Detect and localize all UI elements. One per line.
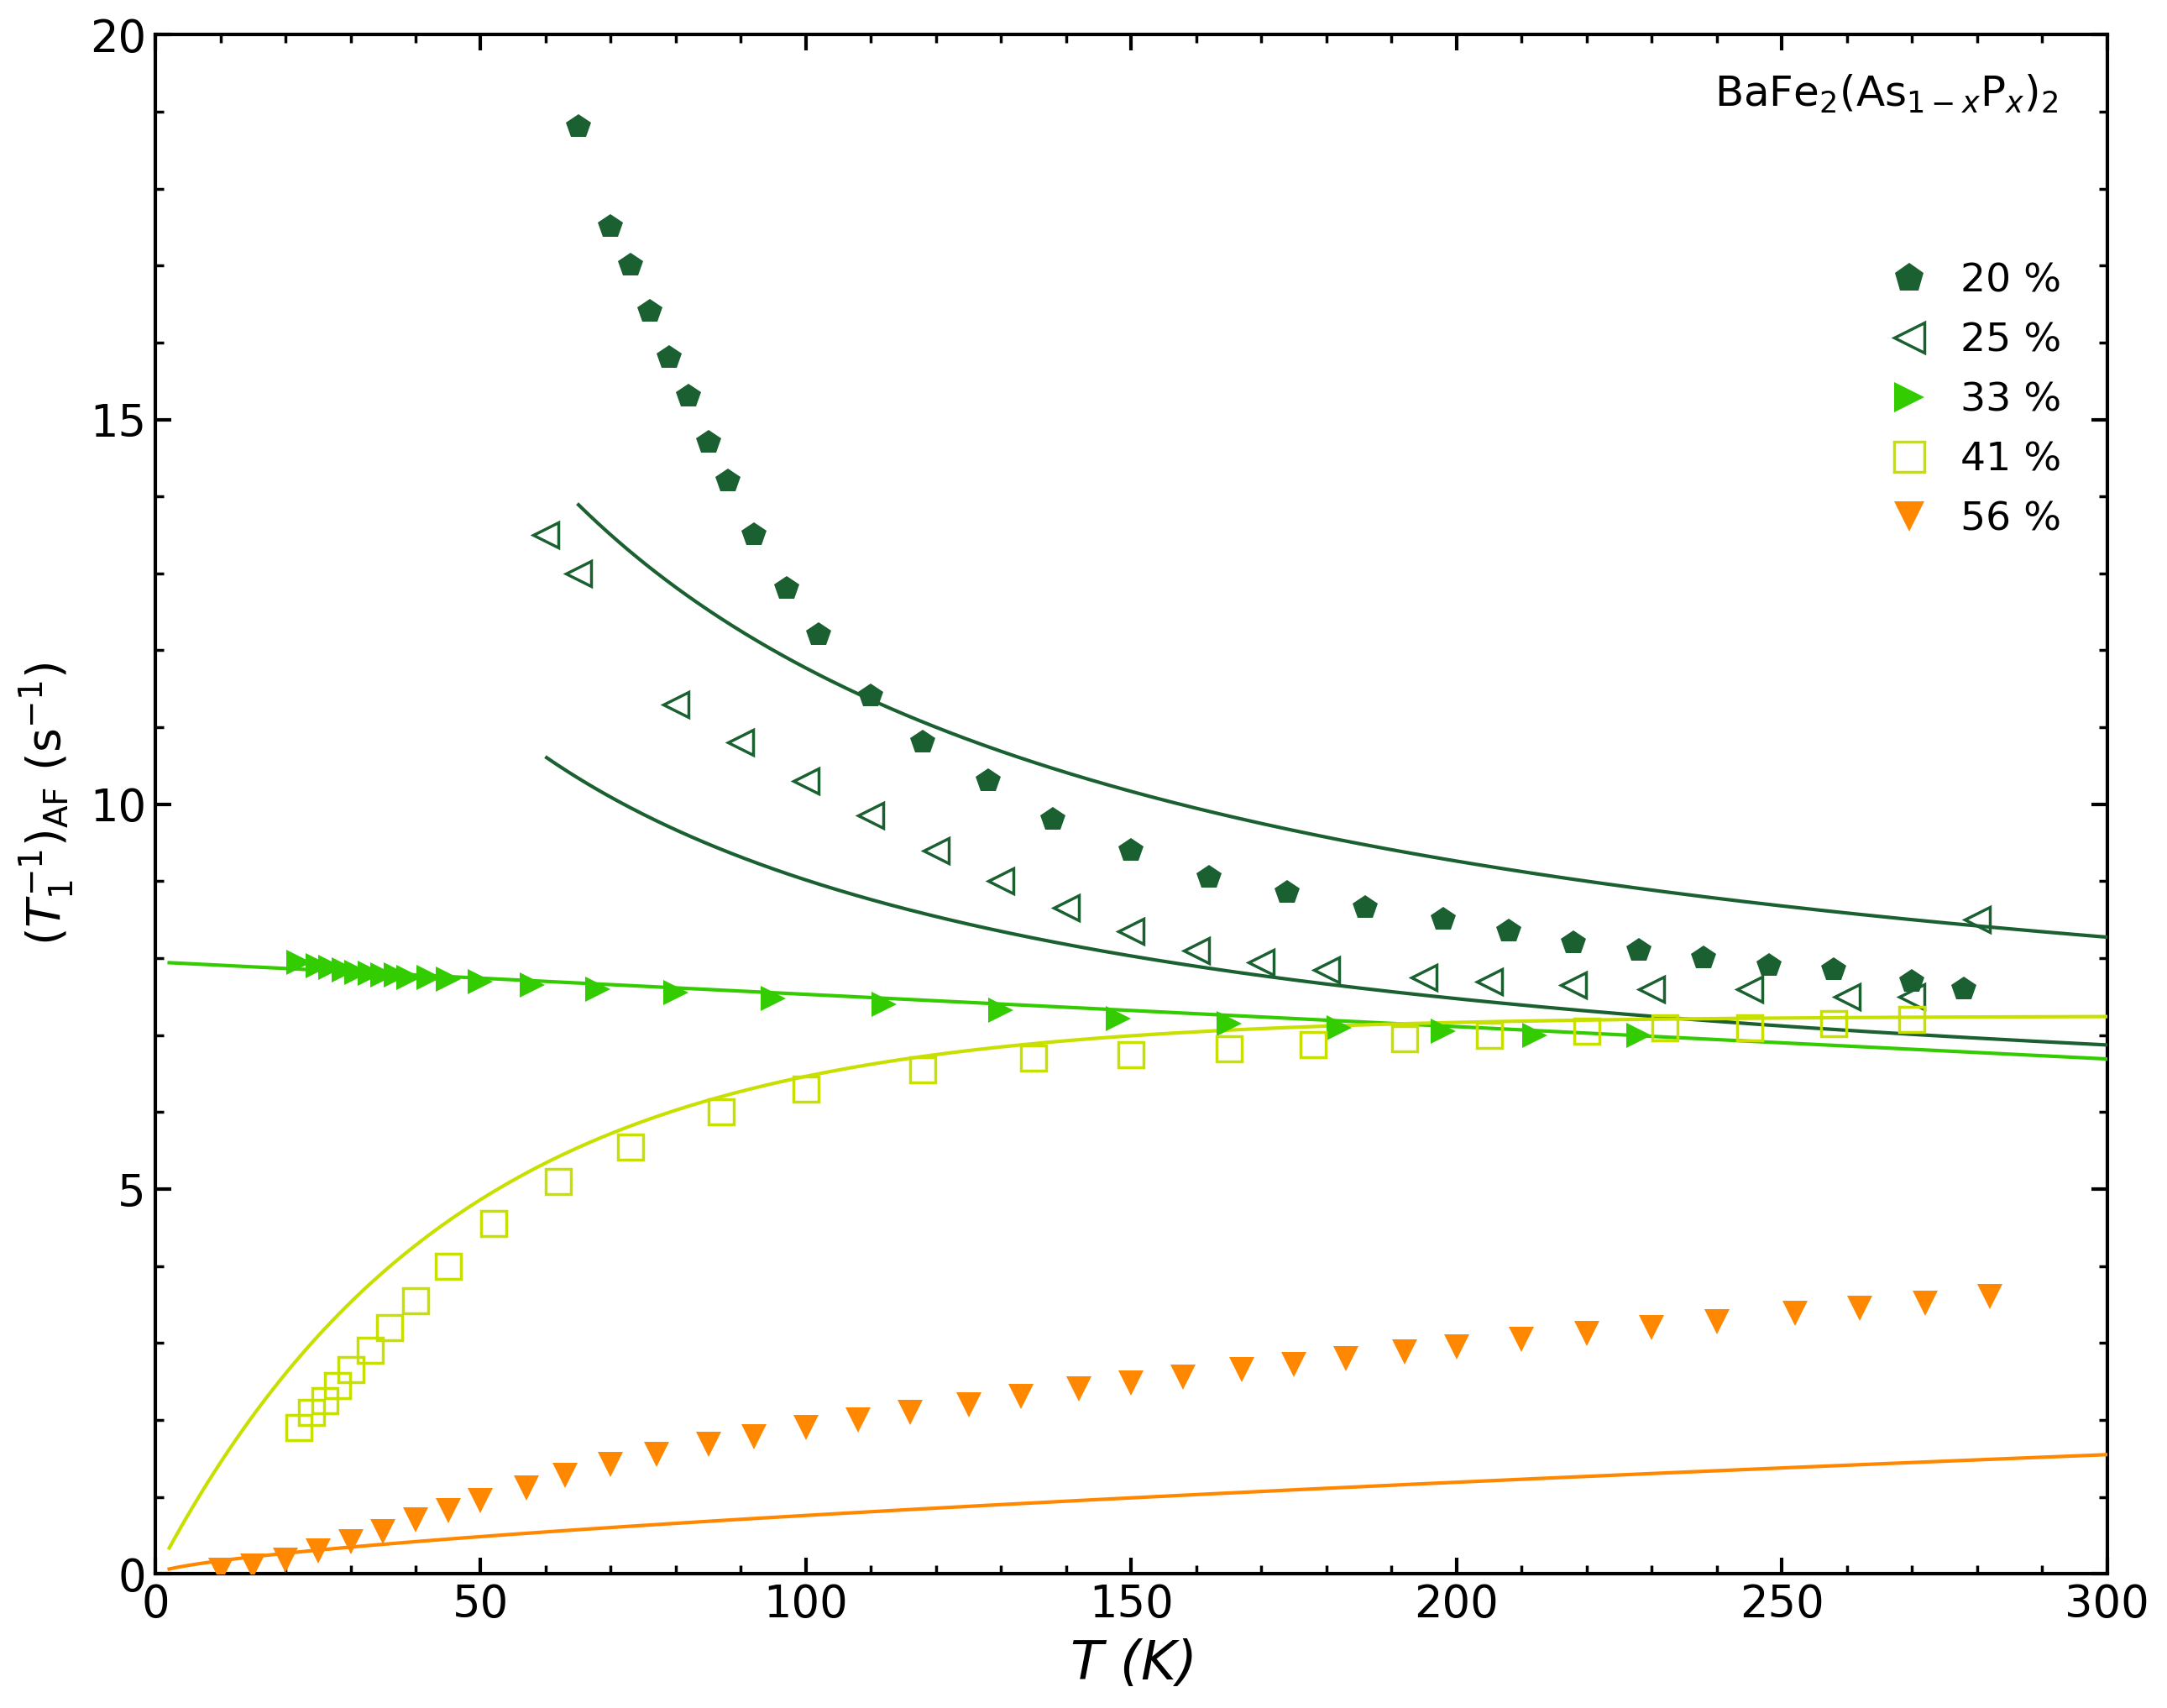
Y-axis label: $(T_1^{-1})_{\mathrm{AF}}$ (s$^{-1}$): $(T_1^{-1})_{\mathrm{AF}}$ (s$^{-1}$) <box>17 663 76 946</box>
X-axis label: $T$ (K): $T$ (K) <box>1070 1638 1192 1691</box>
Legend: 20 %, 25 %, 33 %, 41 %, 56 %: 20 %, 25 %, 33 %, 41 %, 56 % <box>1874 248 2078 555</box>
Text: BaFe$_2$(As$_{1-x}$P$_x$)$_2$: BaFe$_2$(As$_{1-x}$P$_x$)$_2$ <box>1714 73 2059 114</box>
